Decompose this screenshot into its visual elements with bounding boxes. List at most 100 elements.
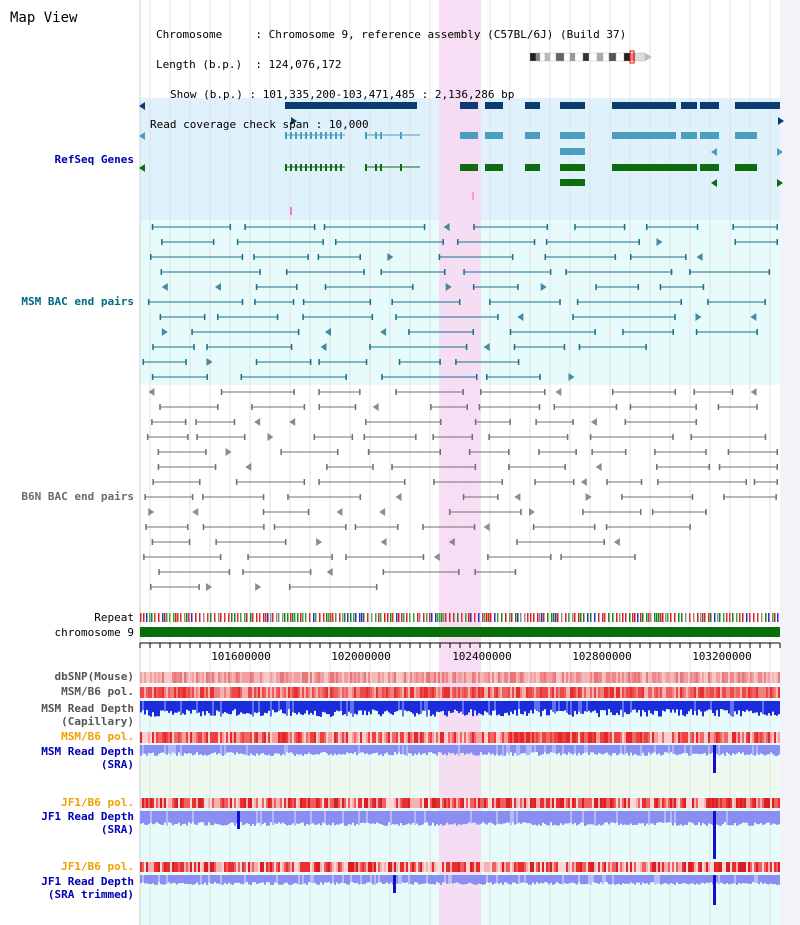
heat-cell — [296, 672, 298, 683]
repeat-mark — [441, 613, 443, 622]
track-label-refseq[interactable]: RefSeq Genes — [54, 153, 134, 166]
heat-cell — [396, 798, 398, 808]
bac-end-left — [317, 254, 320, 260]
heat-cell — [206, 862, 208, 872]
heat-cell — [228, 672, 230, 683]
bac-end-right — [371, 314, 374, 320]
repeat-mark — [612, 613, 614, 622]
bac-end-left — [159, 314, 162, 320]
bac-end-right — [354, 404, 357, 410]
heat-cell — [566, 798, 568, 808]
depth-bar — [208, 875, 210, 883]
bac-end-left — [408, 329, 410, 335]
track-label-msm-b6-pol-1[interactable]: MSM/B6 pol. — [61, 685, 134, 698]
heat-cell — [656, 732, 658, 743]
repeat-mark — [199, 613, 201, 622]
track-label-chromosome[interactable]: chromosome 9 — [54, 626, 134, 639]
heat-cell — [436, 687, 438, 698]
heat-cell — [490, 732, 492, 743]
depth-bar — [408, 701, 410, 712]
bac-end-right — [199, 479, 201, 485]
repeat-mark — [302, 613, 304, 622]
heat-cell — [708, 672, 710, 683]
depth-bar — [694, 811, 696, 826]
track-label-b6n-bac[interactable]: B6N BAC end pairs — [21, 490, 134, 503]
heat-cell — [724, 732, 726, 743]
track-label-repeat[interactable]: Repeat — [94, 611, 134, 624]
track-label-msm-depth-cap[interactable]: MSM Read Depth — [41, 702, 134, 715]
depth-bar — [424, 875, 426, 884]
heat-cell — [152, 862, 154, 872]
depth-bar — [774, 875, 776, 884]
heat-cell — [148, 798, 150, 808]
depth-bar — [778, 875, 780, 885]
depth-bar — [348, 701, 350, 712]
bac-end-right — [705, 449, 707, 455]
heat-cell — [496, 687, 498, 698]
depth-bar — [184, 811, 186, 824]
heat-cell — [576, 732, 578, 743]
bac-end-right — [233, 419, 236, 425]
heat-cell — [646, 732, 648, 743]
heat-cell — [276, 798, 278, 808]
gene-exon — [320, 132, 322, 139]
heat-cell — [332, 798, 334, 808]
track-label-jf1-depth-sra[interactable]: JF1 Read Depth — [41, 810, 134, 823]
heat-cell — [668, 732, 670, 743]
heat-cell — [218, 862, 220, 872]
depth-bar — [596, 875, 598, 884]
depth-bar — [746, 745, 748, 755]
depth-bar — [312, 745, 314, 755]
depth-bar — [302, 745, 304, 756]
heat-cell — [320, 798, 322, 808]
track-label-msm-depth-sra[interactable]: MSM Read Depth — [41, 745, 134, 758]
depth-bar — [548, 701, 550, 716]
depth-bar — [560, 811, 562, 824]
bac-end-left — [251, 404, 253, 410]
heat-cell — [514, 862, 516, 872]
depth-bar — [446, 875, 448, 884]
track-label-jf1-b6-pol-1[interactable]: JF1/B6 pol. — [61, 796, 134, 809]
heat-cell — [358, 672, 360, 683]
repeat-mark — [339, 613, 341, 622]
track-label-jf1-depth-trim[interactable]: JF1 Read Depth — [41, 875, 134, 888]
depth-bar — [304, 701, 306, 714]
heat-cell — [282, 862, 284, 872]
heat-cell — [176, 687, 178, 698]
depth-bar — [422, 745, 424, 754]
depth-bar — [534, 811, 536, 825]
heat-cell — [348, 798, 350, 808]
heat-cell — [308, 687, 310, 698]
depth-bar — [356, 875, 358, 883]
depth-bar — [576, 875, 578, 885]
depth-bar — [580, 875, 582, 885]
track-label-jf1-b6-pol-2[interactable]: JF1/B6 pol. — [61, 860, 134, 873]
heat-cell — [690, 798, 692, 808]
heat-cell — [144, 798, 146, 808]
heat-cell — [328, 798, 330, 808]
heat-cell — [500, 862, 502, 872]
heat-cell — [472, 798, 474, 808]
track-label-msm-bac[interactable]: MSM BAC end pairs — [21, 295, 134, 308]
bac-end-left — [262, 509, 265, 515]
depth-bar — [234, 701, 236, 710]
depth-bar — [432, 701, 434, 715]
gene-arrow — [139, 132, 145, 140]
depth-bar — [230, 875, 232, 885]
track-label-msm-b6-pol-2[interactable]: MSM/B6 pol. — [61, 730, 134, 743]
depth-bar — [166, 811, 168, 826]
heat-cell — [590, 732, 592, 743]
heat-cell — [420, 687, 422, 698]
heat-cell — [622, 672, 624, 683]
bac-end-right — [309, 569, 312, 575]
repeat-mark — [678, 613, 680, 622]
bac-end-right — [776, 464, 778, 470]
depth-bar — [236, 745, 238, 753]
heat-cell — [586, 862, 588, 872]
heat-cell — [460, 862, 462, 872]
depth-bar — [252, 811, 254, 824]
heat-cell — [700, 672, 702, 683]
bac-end-right — [203, 314, 206, 320]
track-label-dbsnp[interactable]: dbSNP(Mouse) — [54, 670, 134, 683]
